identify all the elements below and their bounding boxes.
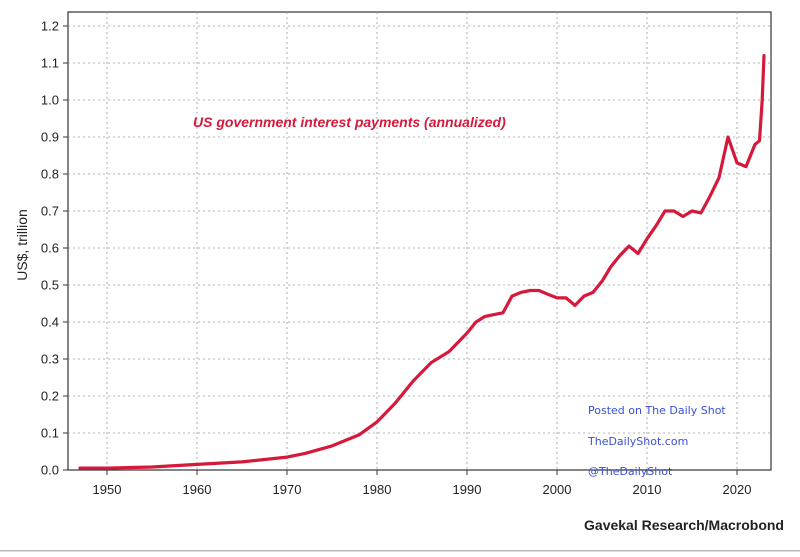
y-tick-label: 0.4 <box>41 315 59 330</box>
y-tick-label: 0.9 <box>41 130 59 145</box>
x-tick-label: 2010 <box>633 482 662 497</box>
series-line <box>78 54 766 470</box>
grid <box>68 12 771 470</box>
y-tick-label: 0.7 <box>41 204 59 219</box>
y-tick-label: 1.0 <box>41 93 59 108</box>
axis-ticks: 0.0 0.1 0.2 0.3 0.4 0.5 0.6 0.7 0.8 0.9 1.0 1.1 1.2 1… <box>41 19 752 498</box>
y-tick-label: 1.1 <box>41 56 59 71</box>
x-tick-label: 2000 <box>543 482 572 497</box>
watermark-posted: Posted on The Daily Shot <box>588 404 726 417</box>
y-tick-label: 0.3 <box>41 352 59 367</box>
y-axis-label: US$, trillion <box>14 209 30 281</box>
y-tick-label: 0.8 <box>41 167 59 182</box>
y-tick-label: 0.6 <box>41 241 59 256</box>
y-tick-label: 0.5 <box>41 278 59 293</box>
source-label: Gavekal Research/Macrobond <box>584 517 784 533</box>
x-tick-label: 1980 <box>363 482 392 497</box>
x-tick-label: 1990 <box>453 482 482 497</box>
plot-frame <box>67 11 772 471</box>
x-tick-label: 1960 <box>183 482 212 497</box>
x-tick-label: 1970 <box>273 482 302 497</box>
x-tick-label: 2020 <box>723 482 752 497</box>
x-tick-label: 1950 <box>93 482 122 497</box>
y-tick-label: 1.2 <box>41 19 59 34</box>
watermark-handle: @TheDailyShot <box>588 465 673 478</box>
bottom-divider <box>0 550 800 552</box>
watermark-site: TheDailyShot.com <box>587 435 688 448</box>
y-tick-label: 0.1 <box>41 426 59 441</box>
series-label: US government interest payments (annuali… <box>193 114 506 130</box>
y-tick-label: 0.0 <box>41 463 59 478</box>
series-group <box>78 54 766 470</box>
y-tick-label: 0.2 <box>41 389 59 404</box>
